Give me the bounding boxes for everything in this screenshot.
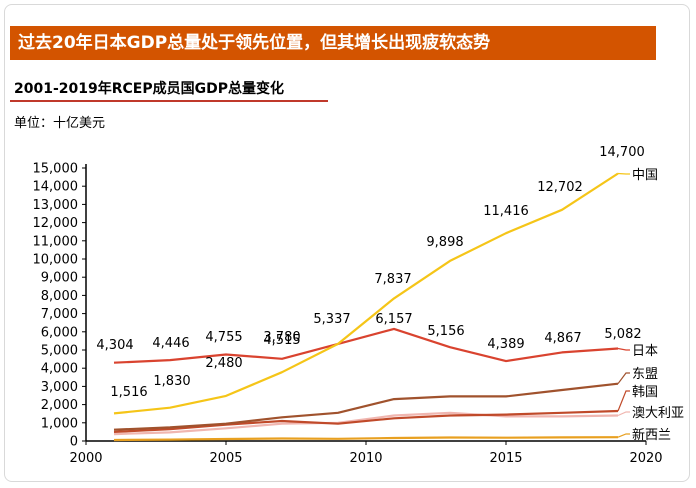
data-label-china: 9,898 xyxy=(426,235,463,250)
card-frame xyxy=(4,4,690,482)
y-tick-label: 6,000 xyxy=(41,325,78,340)
series-name-中国: 中国 xyxy=(632,168,658,183)
series-line-澳大利亚 xyxy=(113,411,619,436)
subtitle-underline xyxy=(10,100,328,102)
y-tick-label: 14,000 xyxy=(33,180,79,195)
data-label-china: 14,700 xyxy=(599,145,645,160)
y-tick-label: 11,000 xyxy=(33,234,79,249)
series-leader-东盟 xyxy=(617,372,630,385)
x-tick-label: 2010 xyxy=(349,451,382,466)
data-label-china: 11,416 xyxy=(483,204,529,219)
data-label-china: 2,480 xyxy=(205,356,242,371)
y-tick-label: 13,000 xyxy=(33,198,79,213)
data-label-china: 1,516 xyxy=(110,385,147,400)
data-label-japan: 4,515 xyxy=(263,333,300,348)
x-tick-label: 2015 xyxy=(489,451,522,466)
unit-label: 单位：十亿美元 xyxy=(14,116,106,131)
data-label-japan: 4,867 xyxy=(544,331,581,346)
series-name-新西兰: 新西兰 xyxy=(632,427,671,443)
chart-axes: 0 1,000 2,000 3,000 4,000 5,000 6,000 7,000 8,00… xyxy=(33,162,663,467)
y-tick-label: 15,000 xyxy=(33,162,79,177)
data-label-china: 7,837 xyxy=(374,272,411,287)
y-tick-label: 9,000 xyxy=(41,271,78,286)
series-name-韩国: 韩国 xyxy=(632,385,658,400)
y-tick-label: 7,000 xyxy=(41,307,78,322)
banner-title: 过去20年日本GDP总量处于领先位置，但其增长出现疲软态势 xyxy=(10,26,656,60)
y-tick-label: 12,000 xyxy=(33,216,79,231)
data-label-japan: 4,389 xyxy=(487,337,524,352)
x-tick-label: 2020 xyxy=(629,451,662,466)
data-label-japan: 5,156 xyxy=(427,324,464,339)
series-name-日本: 日本 xyxy=(632,344,658,359)
data-label-china: 1,830 xyxy=(153,374,190,389)
y-tick-label: 1,000 xyxy=(41,416,78,431)
series-leader-韩国 xyxy=(617,390,630,412)
series-line-韩国 xyxy=(113,409,619,433)
data-label-china: 5,337 xyxy=(313,312,350,327)
x-tick-label: 2000 xyxy=(69,451,102,466)
series-line-新西兰 xyxy=(113,436,619,442)
data-label-china: 3,780 xyxy=(263,330,300,345)
y-tick-label: 10,000 xyxy=(33,253,79,268)
series-leader-中国 xyxy=(617,172,630,175)
series-leader-澳大利亚 xyxy=(617,411,630,417)
y-tick-label: 0 xyxy=(70,435,78,450)
y-tick-label: 8,000 xyxy=(41,289,78,304)
data-label-japan: 5,082 xyxy=(604,327,641,342)
y-tick-label: 3,000 xyxy=(41,380,78,395)
data-label-japan: 6,157 xyxy=(375,312,412,327)
series-line-东盟 xyxy=(113,382,619,431)
data-label-japan: 4,755 xyxy=(205,330,242,345)
y-tick-label: 4,000 xyxy=(41,362,78,377)
series-line-中国 xyxy=(113,172,619,415)
series-name-澳大利亚: 澳大利亚 xyxy=(632,405,684,421)
series-leader-日本 xyxy=(617,347,630,351)
series-name-东盟: 东盟 xyxy=(632,367,658,382)
chart-series xyxy=(113,172,630,442)
y-tick-label: 2,000 xyxy=(41,398,78,413)
y-tick-label: 5,000 xyxy=(41,344,78,359)
x-tick-label: 2005 xyxy=(209,451,242,466)
data-label-china: 12,702 xyxy=(537,180,583,195)
series-line-日本 xyxy=(113,327,619,364)
chart-subtitle: 2001-2019年RCEP成员国GDP总量变化 xyxy=(14,81,284,97)
series-leader-新西兰 xyxy=(617,433,630,438)
data-label-japan: 4,304 xyxy=(96,338,133,353)
data-label-japan: 4,446 xyxy=(152,336,189,351)
